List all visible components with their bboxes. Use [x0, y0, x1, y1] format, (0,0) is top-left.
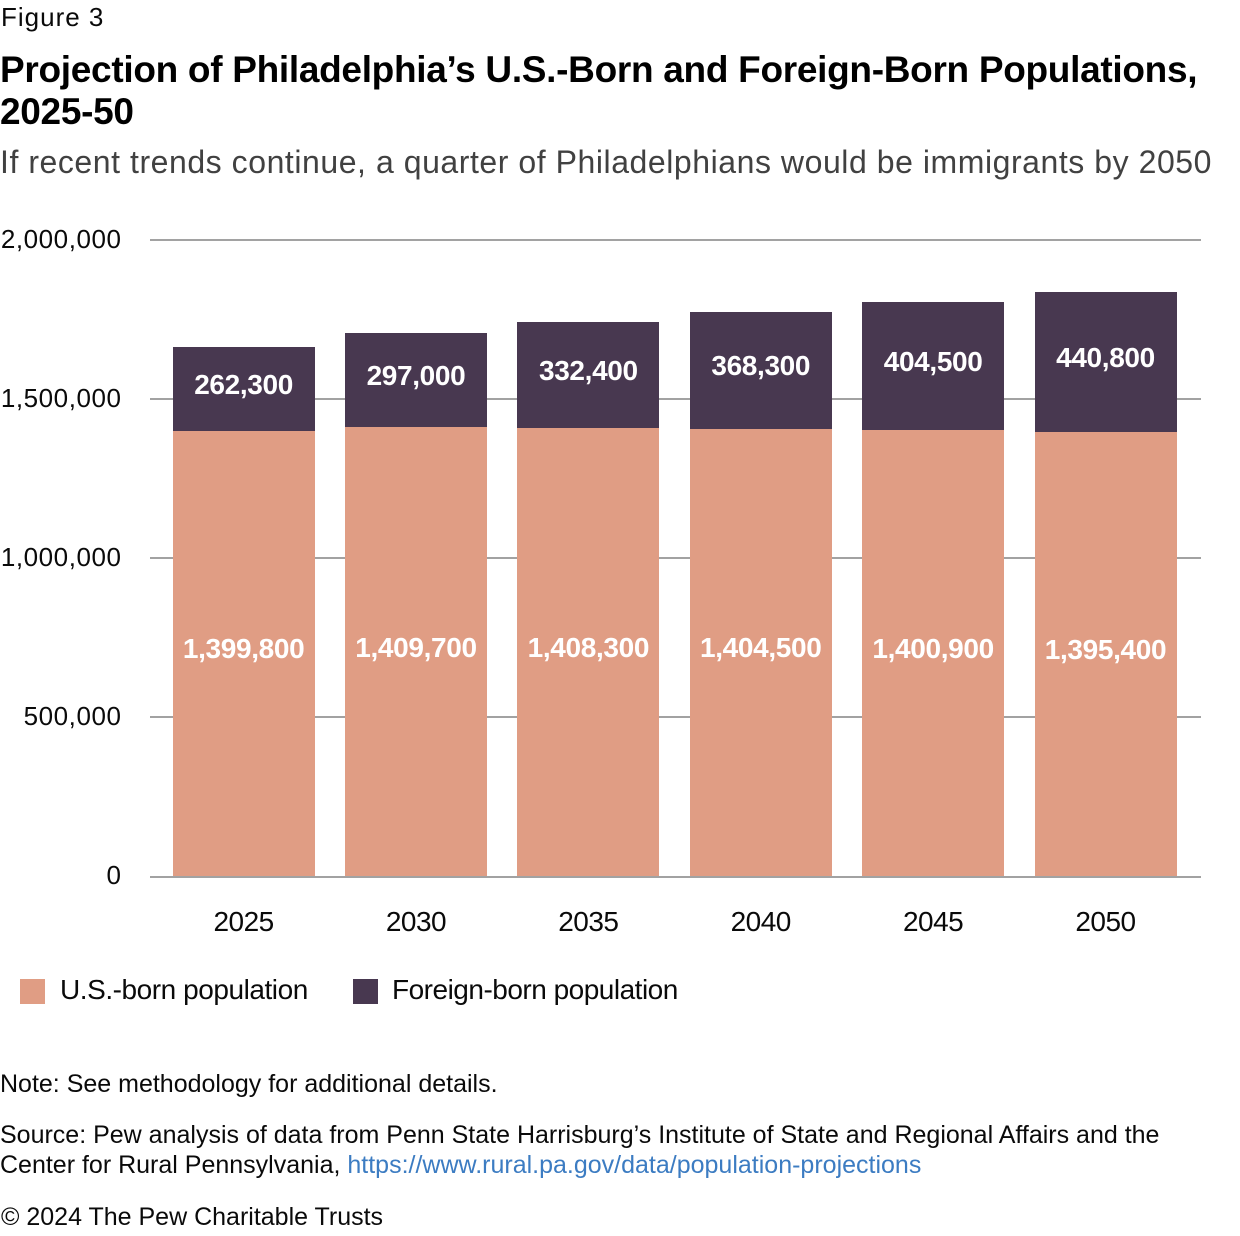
bar-segment-us-born — [689, 429, 832, 876]
bar-value-label: 262,300 — [194, 368, 293, 400]
bar-segment-us-born — [172, 430, 315, 876]
gridline — [150, 556, 1201, 559]
legend-label-foreign-born: Foreign-born population — [392, 974, 678, 1005]
bar-segment-foreign-born — [517, 322, 660, 428]
x-tick-label: 2045 — [902, 906, 964, 937]
bar-value-label: 332,400 — [538, 355, 638, 386]
gridline — [150, 238, 1201, 241]
note-text: Note: See methodology for additional det… — [0, 1069, 498, 1098]
bar-value-label: 404,500 — [883, 345, 983, 377]
y-tick-label: 500,000 — [23, 701, 122, 732]
bar-segment-us-born — [862, 430, 1005, 876]
bar-segment-foreign-born — [689, 311, 832, 430]
bar-value-label: 368,300 — [711, 350, 811, 382]
bar-value-label: 440,800 — [1056, 341, 1155, 373]
x-tick-label: 2030 — [385, 906, 447, 937]
bar-value-label: 1,404,500 — [700, 632, 822, 664]
y-tick-label: 2,000,000 — [0, 224, 122, 255]
x-tick-label: 2025 — [213, 906, 274, 937]
x-tick-label: 2050 — [1075, 906, 1136, 937]
bar-value-label: 297,000 — [366, 360, 466, 392]
bar-value-label: 1,408,300 — [527, 631, 650, 663]
bar-segment-us-born — [517, 427, 660, 876]
x-tick-label: 2035 — [558, 906, 619, 937]
legend-swatch-foreign-born — [353, 979, 378, 1004]
bar-value-label: 1,400,900 — [872, 632, 994, 664]
figure-subtitle: If recent trends continue, a quarter of … — [0, 143, 1213, 180]
figure-title: Projection of Philadelphia’s U.S.-Born a… — [0, 48, 1198, 132]
gridline — [150, 875, 1201, 878]
bar-value-label: 1,399,800 — [182, 633, 305, 665]
figure-label: Figure 3 — [1, 1, 105, 32]
legend-swatch-us-born — [20, 979, 45, 1004]
bar-segment-foreign-born — [344, 332, 487, 428]
gridline — [150, 715, 1201, 718]
source-prefix: Source: Pew analysis of data from Penn S… — [0, 1121, 1160, 1179]
x-tick-label: 2040 — [730, 906, 792, 937]
gridline — [150, 397, 1201, 400]
source-link[interactable]: https://www.rural.pa.gov/data/population… — [347, 1151, 922, 1179]
copyright-text: © 2024 The Pew Charitable Trusts — [1, 1203, 384, 1231]
y-tick-label: 1,000,000 — [0, 542, 122, 573]
bar-segment-foreign-born — [172, 347, 315, 431]
bar-value-label: 1,409,700 — [355, 631, 477, 663]
legend-label-us-born: U.S.-born population — [60, 974, 308, 1005]
bar-segment-foreign-born — [1034, 291, 1177, 432]
bar-segment-us-born — [1034, 431, 1177, 876]
y-tick-label: 0 — [106, 860, 122, 891]
bar-value-label: 1,395,400 — [1044, 633, 1167, 665]
source-text: Source: Pew analysis of data from Penn S… — [0, 1120, 1170, 1180]
bar-segment-foreign-born — [862, 301, 1005, 431]
bar-segment-us-born — [344, 427, 487, 876]
y-tick-label: 1,500,000 — [0, 383, 122, 414]
